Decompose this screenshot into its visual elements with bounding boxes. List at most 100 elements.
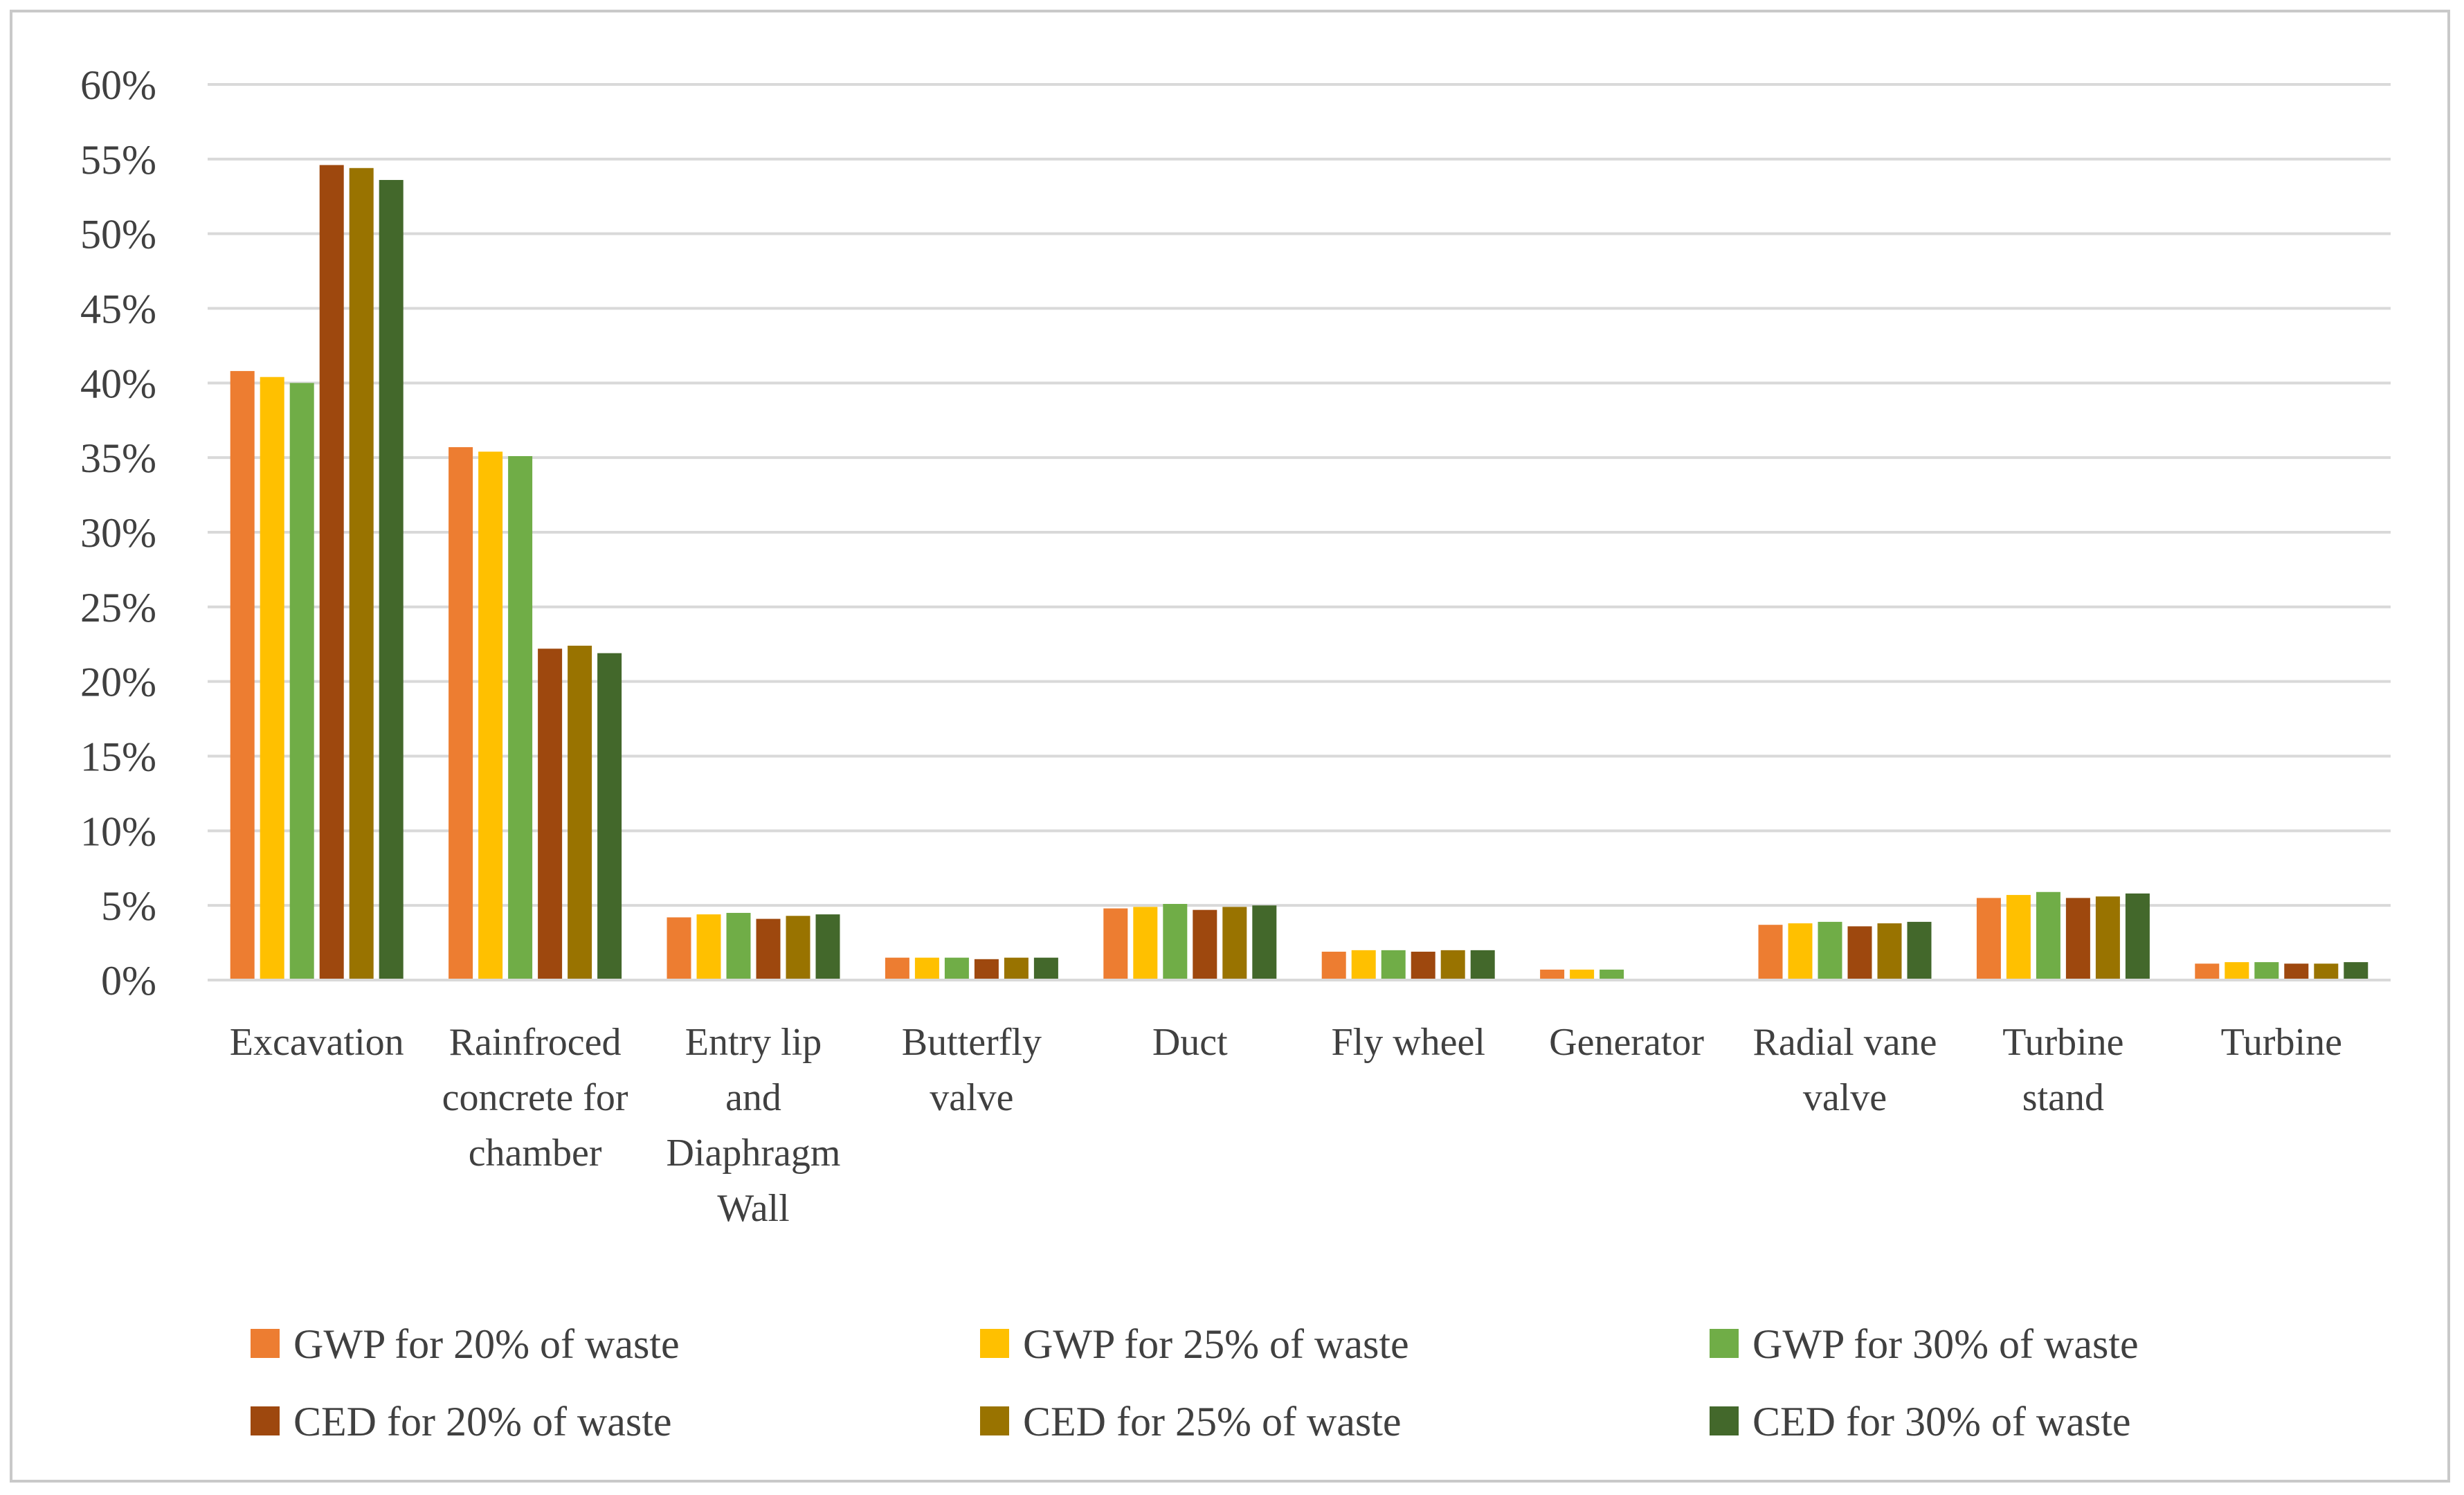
bar [1907,921,1932,980]
legend-swatch [1710,1329,1739,1358]
x-tick-label-line: Entry lip [685,1021,822,1064]
legend-label: CED for 30% of waste [1752,1399,2131,1444]
bar [1470,950,1495,980]
y-tick-label: 0% [101,958,156,1004]
chart-frame: 0% 5% 10% 15% 20% 25% 30% 35% 40% 45% 50% 55% 60% Ex… [10,10,2450,1483]
bar [1440,950,1465,980]
bar [1758,925,1783,980]
gridlines [208,83,2391,907]
bar [2195,963,2220,980]
legend-label: GWP for 30% of waste [1752,1321,2139,1367]
bar [1570,969,1595,980]
bar [2344,962,2368,980]
y-tick-label: 35% [80,435,156,481]
legend: GWP for 20% of waste GWP for 25% of waste… [251,1321,2139,1444]
x-tick-label: Entry lip and Diaphragm Wall [667,1021,841,1230]
y-tick-label: 10% [80,808,156,854]
legend-swatch [980,1329,1009,1358]
y-tick-label: 45% [80,287,156,332]
x-tick-label-line: valve [930,1076,1013,1119]
legend-swatch [1710,1406,1739,1435]
x-tick-label-line: chamber [469,1132,602,1175]
bar [568,645,592,980]
x-tick-label: Radial vane valve [1753,1021,1937,1119]
y-axis-tick-labels: 0% 5% 10% 15% 20% 25% 30% 35% 40% 45% 50% 55% 60% [80,62,156,1004]
x-tick-label-line: Fly wheel [1331,1021,1485,1064]
y-tick-label: 15% [80,734,156,780]
bar-chart: 0% 5% 10% 15% 20% 25% 30% 35% 40% 45% 50% 55% 60% Ex… [80,62,2391,1444]
x-tick-label-line: Diaphragm [667,1132,841,1175]
legend-label: GWP for 25% of waste [1023,1321,1409,1367]
bar [349,167,374,981]
bar [2254,962,2279,980]
bar [1818,921,1842,980]
x-tick-label-line: valve [1803,1076,1887,1119]
bar [667,917,691,980]
bar [1163,904,1188,980]
bar [2125,893,2150,980]
bar [1600,969,1624,980]
bar [478,451,503,980]
bar [1351,950,1376,980]
y-tick-label: 30% [80,510,156,556]
bar [944,957,969,980]
bar [786,916,810,980]
bar [726,912,751,980]
x-axis-category-labels: Excavation Rainfroced concrete for chamber E… [230,1021,2342,1230]
y-tick-label: 55% [80,137,156,183]
bar [538,649,563,980]
x-tick-label-line: Rainfroced [449,1021,622,1064]
y-tick-label: 50% [80,212,156,257]
x-tick-label: Rainfroced concrete for chamber [442,1021,628,1175]
bars [230,165,2368,981]
x-tick-label-line: stand [2022,1076,2104,1119]
x-tick-label: Duct [1152,1021,1228,1064]
legend-item: CED for 25% of waste [980,1399,1402,1444]
bar [1976,898,2001,980]
bar [815,914,840,980]
legend-item: GWP for 25% of waste [980,1321,1409,1367]
y-tick-label: 25% [80,585,156,631]
x-tick-label-line: concrete for [442,1076,628,1119]
bar [449,447,473,980]
bar [2065,898,2090,980]
legend-item: CED for 30% of waste [1710,1399,2131,1444]
bar [1788,923,1813,980]
x-tick-label: Butterfly valve [902,1021,1042,1119]
bar [1004,957,1029,980]
x-tick-label: Excavation [230,1021,404,1064]
x-tick-label-line: Excavation [230,1021,404,1064]
legend-item: CED for 20% of waste [251,1399,672,1444]
bar [1193,909,1217,980]
x-tick-label: Fly wheel [1331,1021,1485,1064]
x-tick-label-line: Butterfly [902,1021,1042,1064]
bar [230,371,255,980]
bar [2006,895,2031,980]
y-tick-label: 60% [80,62,156,108]
bar [1103,908,1128,980]
bar [1222,907,1247,980]
bar [1540,969,1565,980]
legend-label: CED for 20% of waste [293,1399,672,1444]
x-tick-label-line: Duct [1152,1021,1228,1064]
bar [974,959,999,980]
y-tick-label: 20% [80,660,156,705]
bar [1321,952,1346,980]
x-tick-label: Turbine stand [2002,1021,2123,1119]
legend-swatch [251,1329,280,1358]
x-tick-label: Turbine [2221,1021,2342,1064]
bar [885,957,909,980]
bar [696,914,721,980]
legend-swatch [251,1406,280,1435]
x-tick-label-line: Wall [717,1187,789,1230]
x-tick-label-line: Turbine [2221,1021,2342,1064]
bar [2314,963,2339,980]
x-tick-label-line: Radial vane [1753,1021,1937,1064]
bar [2225,962,2249,980]
bar [597,653,622,980]
bar [1252,905,1277,980]
bar [379,180,404,981]
bar [508,456,533,980]
legend-label: GWP for 20% of waste [293,1321,680,1367]
x-tick-label-line: Turbine [2002,1021,2123,1064]
